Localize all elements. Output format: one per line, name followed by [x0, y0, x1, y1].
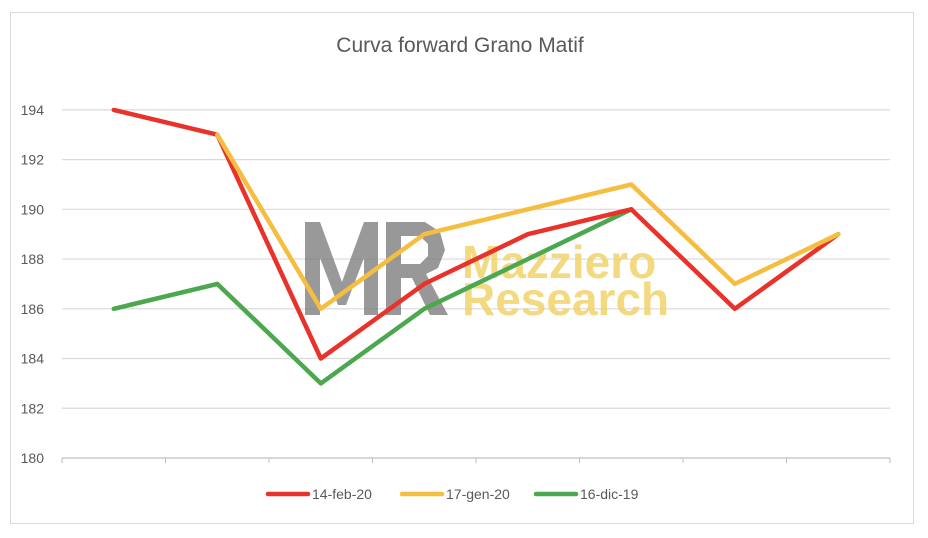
legend: 14-feb-20 17-gen-20 16-dic-19 [265, 486, 639, 502]
y-axis-tick-labels: 180 182 184 186 188 190 192 194 [21, 102, 45, 466]
mazziero-research-watermark: Mazziero Research [305, 222, 669, 325]
y-tick-label: 188 [21, 251, 45, 267]
y-tick-label: 192 [21, 152, 45, 168]
legend-label-16-dic-19: 16-dic-19 [580, 486, 639, 502]
chart-title: Curva forward Grano Matif [336, 34, 584, 57]
watermark-line2: Research [462, 273, 669, 325]
x-axis-ticks [61, 458, 891, 463]
y-tick-label: 194 [21, 102, 45, 118]
y-tick-label: 186 [21, 301, 45, 317]
mr-logo [305, 222, 448, 315]
legend-label-17-gen-20: 17-gen-20 [446, 486, 510, 502]
series-line-16-dic-19 [111, 207, 634, 386]
y-tick-label: 184 [21, 351, 45, 367]
y-tick-label: 190 [21, 201, 45, 217]
y-tick-label: 180 [21, 450, 45, 466]
legend-label-14-feb-20: 14-feb-20 [312, 486, 372, 502]
series-line-17-gen-20 [215, 132, 841, 312]
series-line-14-feb-20 [111, 107, 841, 361]
y-tick-label: 182 [21, 400, 45, 416]
series-layer [111, 107, 841, 386]
